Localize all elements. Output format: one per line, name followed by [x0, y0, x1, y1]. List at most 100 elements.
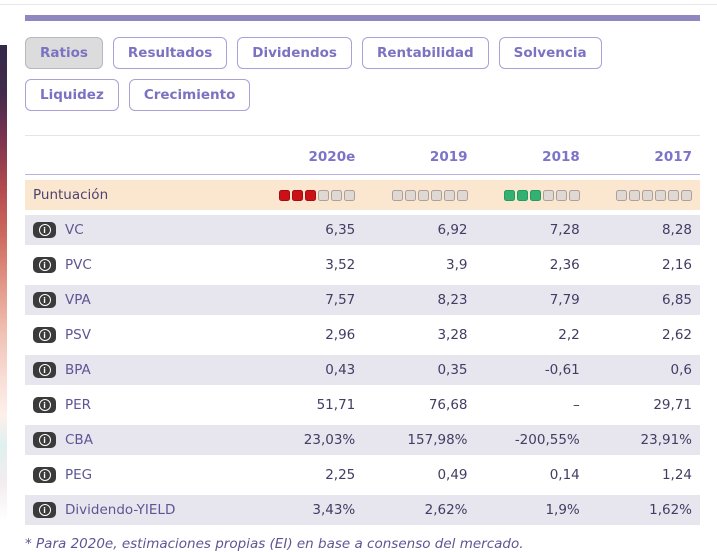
- info-icon-glyph: i: [38, 469, 51, 482]
- value-cell: 6,92: [437, 222, 468, 239]
- score-cell: [251, 180, 363, 210]
- table-row: i VC 6,35 6,92 7,28 8,28: [25, 215, 700, 246]
- value-cell: 8,23: [437, 292, 468, 309]
- score-square: [391, 189, 403, 201]
- score-square: [542, 189, 554, 201]
- value-cell: 0,14: [549, 467, 580, 484]
- metric-label: Dividendo-YIELD: [65, 502, 176, 519]
- score-square: [568, 189, 580, 201]
- score-square: [516, 189, 528, 201]
- metric-label-cell: i CBA: [25, 425, 251, 455]
- score-row: Puntuación: [25, 180, 700, 211]
- info-icon-glyph: i: [38, 329, 51, 342]
- value-cell: 2,62%: [424, 502, 468, 519]
- info-icon[interactable]: i: [33, 432, 56, 449]
- score-square: [616, 189, 627, 201]
- metric-label: VC: [65, 222, 84, 239]
- value-cell: -200,55%: [514, 432, 580, 449]
- value-cell: 1,9%: [545, 502, 580, 519]
- column-header-2017: 2017: [587, 141, 700, 176]
- info-icon-glyph: i: [38, 504, 51, 517]
- info-icon[interactable]: i: [33, 502, 56, 519]
- score-row-label: Puntuación: [33, 187, 109, 204]
- score-square: [305, 189, 317, 201]
- score-square: [318, 189, 330, 201]
- metric-label-cell: i PEG: [25, 460, 251, 490]
- tab-ratios[interactable]: Ratios: [25, 37, 103, 70]
- value-cell: 3,52: [325, 257, 356, 274]
- info-icon[interactable]: i: [33, 292, 56, 309]
- info-icon[interactable]: i: [33, 467, 56, 484]
- score-square: [629, 189, 640, 201]
- metric-label: PER: [65, 397, 92, 414]
- background-edge-strip: [0, 45, 7, 521]
- tab-dividendos[interactable]: Dividendos: [237, 37, 352, 70]
- metric-label: VPA: [65, 292, 91, 309]
- score-square: [417, 189, 429, 201]
- score-cell: [588, 180, 700, 210]
- metric-label-cell: i PER: [25, 390, 251, 420]
- score-square: [456, 189, 468, 201]
- score-square: [344, 189, 356, 201]
- column-header-2018: 2018: [475, 141, 588, 176]
- info-icon-glyph: i: [38, 294, 51, 307]
- tab-solvencia[interactable]: Solvencia: [498, 37, 602, 70]
- value-cell: 1,24: [661, 467, 692, 484]
- score-square: [503, 189, 515, 201]
- value-cell: –: [573, 397, 580, 414]
- score-square: [443, 189, 455, 201]
- metric-label: PVC: [65, 257, 92, 274]
- top-hairline: [0, 4, 717, 5]
- corner-cell: [25, 141, 251, 176]
- tab-bar: Ratios Resultados Dividendos Rentabilidad So…: [25, 37, 700, 112]
- table-row: i VPA 7,57 8,23 7,79 6,85: [25, 285, 700, 316]
- value-cell: 8,28: [661, 222, 692, 239]
- info-icon[interactable]: i: [33, 222, 56, 239]
- score-square: [331, 189, 343, 201]
- section-divider: [25, 135, 700, 137]
- table-head-row: 2020e 2019 2018 2017: [25, 141, 700, 176]
- score-square: [655, 189, 666, 201]
- score-square: [681, 189, 692, 201]
- table-row: i Dividendo-YIELD 3,43% 2,62% 1,9% 1,62%: [25, 495, 700, 526]
- metric-label-cell: i VPA: [25, 285, 251, 315]
- info-icon[interactable]: i: [33, 362, 56, 379]
- metric-label-cell: i BPA: [25, 355, 251, 385]
- metric-label: BPA: [65, 362, 91, 379]
- accent-bar: [25, 15, 700, 21]
- value-cell: 0,43: [325, 362, 356, 379]
- info-icon[interactable]: i: [33, 327, 56, 344]
- value-cell: 2,16: [661, 257, 692, 274]
- table-row: i PER 51,71 76,68 – 29,71: [25, 390, 700, 420]
- info-icon-glyph: i: [38, 259, 51, 272]
- tab-crecimiento[interactable]: Crecimiento: [128, 79, 251, 112]
- score-cell: [363, 180, 475, 210]
- value-cell: 29,71: [653, 397, 692, 414]
- value-cell: 7,79: [549, 292, 580, 309]
- value-cell: 6,85: [661, 292, 692, 309]
- score-square: [555, 189, 567, 201]
- metric-label: PEG: [65, 467, 93, 484]
- metric-label: PSV: [65, 327, 91, 344]
- value-cell: 0,35: [437, 362, 468, 379]
- table-row: i BPA 0,43 0,35 -0,61 0,6: [25, 355, 700, 386]
- tab-liquidez[interactable]: Liquidez: [25, 79, 119, 112]
- tab-rentabilidad[interactable]: Rentabilidad: [361, 37, 489, 70]
- score-square: [292, 189, 304, 201]
- table-body: Puntuación i VC 6,35 6,92 7,28 8,28 i PVC 3,52 3,9…: [25, 180, 700, 526]
- info-icon[interactable]: i: [33, 257, 56, 274]
- score-square: [529, 189, 541, 201]
- column-header-2019: 2019: [363, 141, 476, 176]
- info-icon[interactable]: i: [33, 397, 56, 414]
- metric-label-cell: i PSV: [25, 320, 251, 350]
- value-cell: 23,91%: [640, 432, 692, 449]
- table-row: i CBA 23,03% 157,98% -200,55% 23,91%: [25, 425, 700, 456]
- metric-label: CBA: [65, 432, 93, 449]
- metric-label-cell: i PVC: [25, 250, 251, 280]
- value-cell: 2,62: [661, 327, 692, 344]
- score-square: [668, 189, 679, 201]
- tab-resultados[interactable]: Resultados: [112, 37, 228, 70]
- table-row: i PSV 2,96 3,28 2,2 2,62: [25, 320, 700, 350]
- value-cell: 157,98%: [407, 432, 468, 449]
- column-header-2020e: 2020e: [251, 141, 364, 176]
